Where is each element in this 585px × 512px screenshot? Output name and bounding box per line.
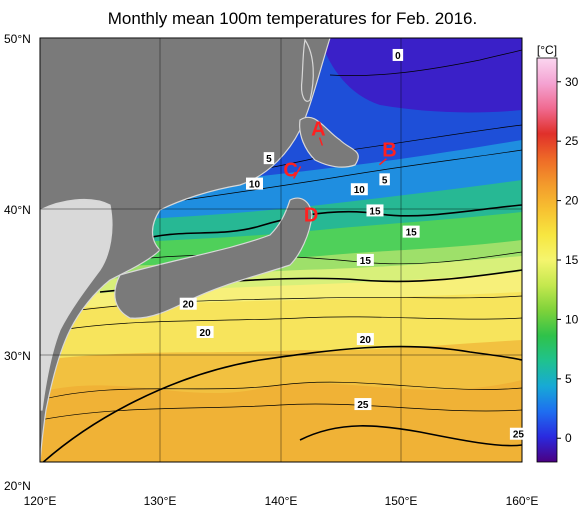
isotherm-label-text: 25: [357, 400, 369, 411]
isotherm-label: 15: [356, 253, 374, 267]
isotherm-label-box: [196, 325, 214, 338]
isotherm-label-box: [245, 177, 263, 190]
colorbar-tick-label: 10: [565, 312, 579, 326]
isotherm-label-text: 15: [369, 206, 381, 217]
colorbar-tick-label: 30: [565, 75, 579, 89]
isotherm-label-text: 15: [406, 228, 418, 239]
isotherm-label: 20: [356, 333, 374, 346]
isotherm-label: 0: [392, 48, 404, 62]
isotherm-label-text: 0: [395, 51, 401, 62]
isotherm-label-box: [263, 152, 275, 165]
isotherm-label-text: 10: [249, 180, 261, 191]
station-label-b: B: [382, 140, 396, 162]
isotherm-label: 20: [196, 325, 214, 339]
colorbar-tick-label: 20: [565, 194, 579, 208]
isotherm-label-text: 25: [513, 430, 525, 441]
lat-label-50: 50°N: [4, 32, 31, 46]
isotherm-label-box: [354, 398, 372, 411]
isotherm-label-box: [350, 183, 368, 196]
lon-label-120: 120°E: [24, 494, 57, 508]
lon-label-160: 160°E: [506, 494, 539, 508]
isotherm-label-text: 10: [354, 185, 366, 196]
lat-label-30: 30°N: [4, 349, 31, 363]
lat-label-40: 40°N: [4, 203, 31, 217]
isotherm-label-text: 5: [266, 154, 272, 165]
latitude-labels: 50°N 40°N 30°N 20°N: [4, 32, 31, 493]
isotherm-label: 15: [366, 204, 384, 217]
station-pointer-line: [292, 166, 302, 179]
isotherm-label-box: [366, 204, 384, 217]
colorbar-tick-label: 5: [565, 372, 572, 386]
lon-label-150: 150°E: [385, 494, 418, 508]
land-mass: [40, 38, 359, 462]
isotherm-label-box: [379, 173, 390, 186]
colorbar-tick-label: 15: [565, 253, 579, 267]
isotherm-label: 20: [179, 297, 197, 311]
isotherm-label-text: 20: [183, 300, 195, 311]
isotherm-label: 25: [354, 398, 372, 411]
map-frame: [39, 37, 523, 463]
isotherm-label-box: [392, 48, 404, 61]
isotherm-label-text: 5: [382, 175, 388, 186]
isotherm-label-text: 15: [360, 256, 372, 267]
isotherm-label-box: [356, 333, 374, 346]
isotherm-label: 10: [350, 183, 368, 196]
colorbar: [°C] 30 25 20 15 10 5 0: [536, 43, 579, 463]
colorbar-gradient: [536, 57, 558, 463]
map-title: Monthly mean 100m temperatures for Feb. …: [107, 9, 478, 28]
isotherm-label-text: 20: [360, 335, 372, 346]
colorbar-unit: [°C]: [537, 43, 557, 57]
isotherm-label: 15: [402, 225, 420, 239]
colorbar-tick-label: 0: [565, 431, 572, 445]
isotherm-label: 25: [509, 427, 527, 441]
station-label-d: D: [304, 205, 318, 227]
station-pointer-line: [378, 158, 387, 166]
isotherm-label-box: [509, 427, 527, 440]
station-label-c: C: [283, 160, 297, 182]
lon-label-130: 130°E: [144, 494, 177, 508]
colorbar-ticks: 30 25 20 15 10 5 0: [557, 75, 579, 445]
lat-label-20: 20°N: [4, 479, 31, 493]
isotherm-label-box: [356, 253, 374, 266]
colorbar-tick-label: 25: [565, 134, 579, 148]
station-markers: A B C D: [283, 119, 396, 227]
longitude-labels: 120°E 130°E 140°E 150°E 160°E: [24, 494, 539, 508]
station-label-a: A: [311, 119, 325, 141]
isotherm-label-box: [179, 297, 197, 310]
station-pointer-line: [318, 137, 324, 146]
isotherm-label-text: 20: [200, 328, 212, 339]
isotherm-label: 5: [379, 173, 390, 186]
isotherm-label: 10: [245, 177, 263, 191]
isotherm-label-box: [402, 225, 420, 238]
lon-label-140: 140°E: [265, 494, 298, 508]
isotherm-label: 5: [263, 152, 275, 165]
